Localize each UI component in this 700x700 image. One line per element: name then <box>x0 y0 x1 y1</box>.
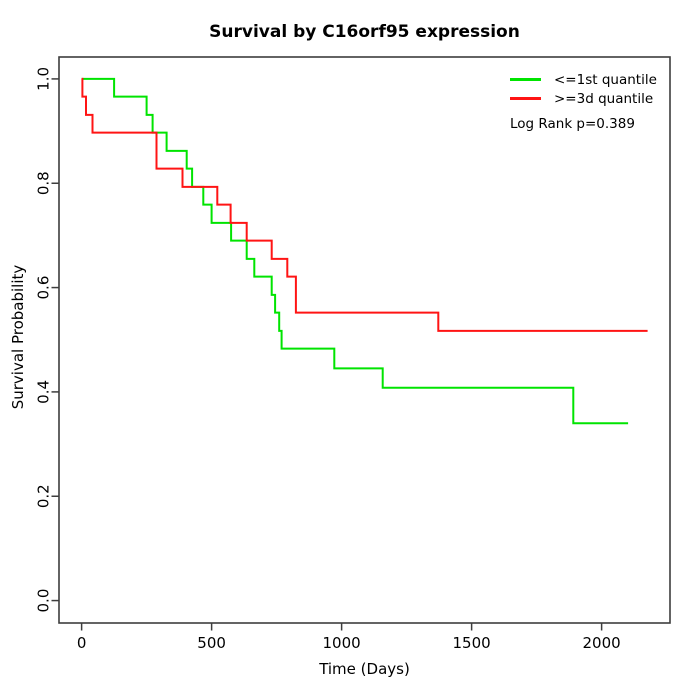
legend-label-high: >=3d quantile <box>554 90 654 107</box>
y-tick-label: 1.0 <box>34 67 52 91</box>
chart-title: Survival by C16orf95 expression <box>209 22 520 42</box>
x-tick-label: 2000 <box>583 634 621 652</box>
x-tick-label: 1500 <box>453 634 491 652</box>
legend: <=1st quantile >=3d quantile <box>510 70 657 108</box>
legend-item-high-expression: >=3d quantile <box>510 89 657 108</box>
plot-box <box>58 56 671 624</box>
x-tick-label: 1000 <box>323 634 361 652</box>
survival-curve-high-expression <box>81 77 648 332</box>
legend-label-low: <=1st quantile <box>554 71 657 88</box>
x-axis-label: Time (Days) <box>319 660 410 678</box>
y-tick-label: 0.0 <box>34 589 52 613</box>
x-tick-label: 0 <box>77 634 87 652</box>
y-tick-label: 0.6 <box>34 276 52 300</box>
y-tick-label: 0.2 <box>34 484 52 508</box>
y-axis-label: Survival Probability <box>9 264 27 410</box>
legend-line-red <box>510 97 541 100</box>
y-tick-label: 0.8 <box>34 171 52 195</box>
x-tick-label: 500 <box>197 634 226 652</box>
y-tick-label: 0.4 <box>34 380 52 404</box>
log-rank-annotation: Log Rank p=0.389 <box>510 116 635 132</box>
legend-item-low-expression: <=1st quantile <box>510 70 657 89</box>
legend-line-green <box>510 78 541 81</box>
